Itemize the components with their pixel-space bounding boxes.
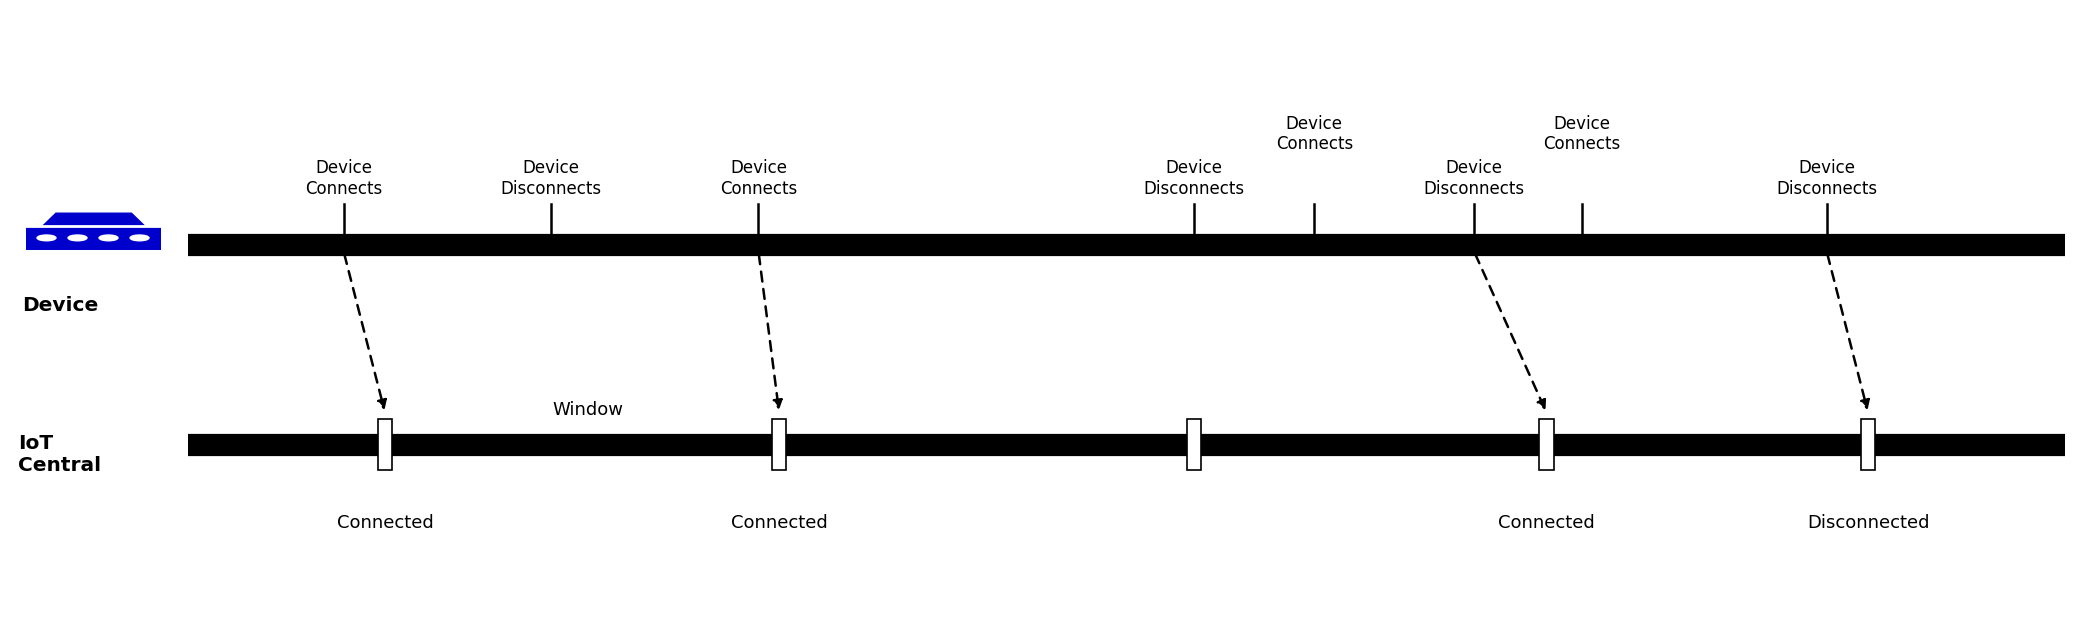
Text: IoT
Central: IoT Central bbox=[19, 434, 102, 474]
Text: Device
Disconnects: Device Disconnects bbox=[501, 159, 602, 198]
Bar bbox=[378, 419, 393, 470]
Text: Device
Disconnects: Device Disconnects bbox=[1423, 159, 1525, 198]
Text: Device
Connects: Device Connects bbox=[1543, 114, 1620, 153]
Text: Device
Disconnects: Device Disconnects bbox=[1776, 159, 1878, 198]
Circle shape bbox=[37, 235, 56, 241]
Bar bbox=[1186, 419, 1201, 470]
Bar bbox=[773, 419, 787, 470]
Text: Connected: Connected bbox=[731, 515, 827, 532]
Circle shape bbox=[131, 235, 150, 241]
Bar bbox=[27, 226, 162, 250]
Text: Connected: Connected bbox=[1498, 515, 1595, 532]
Text: Device: Device bbox=[23, 296, 98, 315]
Circle shape bbox=[100, 235, 118, 241]
Text: Connected: Connected bbox=[336, 515, 434, 532]
Text: Device
Connects: Device Connects bbox=[1275, 114, 1352, 153]
Text: Disconnected: Disconnected bbox=[1807, 515, 1930, 532]
Circle shape bbox=[69, 235, 87, 241]
Text: Device
Disconnects: Device Disconnects bbox=[1144, 159, 1244, 198]
Text: Window: Window bbox=[552, 401, 623, 419]
Text: Device
Connects: Device Connects bbox=[305, 159, 382, 198]
Text: Device
Connects: Device Connects bbox=[721, 159, 798, 198]
Polygon shape bbox=[33, 213, 154, 235]
Bar bbox=[1861, 419, 1876, 470]
Bar bbox=[1539, 419, 1554, 470]
